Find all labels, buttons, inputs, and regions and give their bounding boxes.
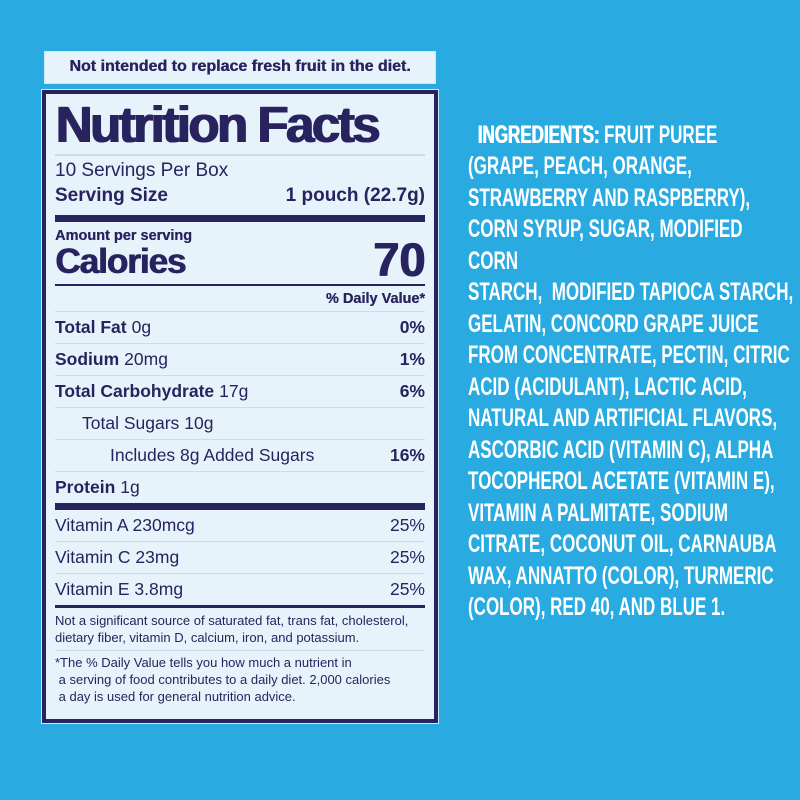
nutrient-name: Total Carbohydrate 17g — [55, 381, 249, 401]
vitamin-name: Vitamin A 230mcg — [55, 515, 195, 535]
daily-value-footnote: *The % Daily Value tells you how much a … — [55, 654, 391, 705]
vitamin-dv: 25% — [389, 547, 425, 567]
nutrition-facts-title: Nutrition Facts — [55, 96, 380, 153]
medium-divider — [55, 605, 425, 608]
vitamin-dv: 25% — [389, 579, 425, 599]
calories-value: 70 — [372, 233, 425, 286]
table-row-total-carbohydrate: Total Carbohydrate 17g 6% — [55, 375, 425, 407]
thick-divider-vitamins — [55, 503, 425, 510]
not-significant-note: Not a significant source of saturated fa… — [55, 613, 409, 646]
nutrition-facts-panel: Nutrition Facts 10 Servings Per Box Serv… — [41, 89, 439, 724]
title-divider — [55, 154, 425, 156]
serving-size-row: Serving Size 1 pouch (22.7g) — [55, 184, 425, 207]
thick-divider-top — [55, 215, 425, 222]
vitamin-name: Vitamin E 3.8mg — [55, 579, 184, 599]
footnote-divider — [55, 649, 425, 651]
vitamin-name: Vitamin C 23mg — [55, 547, 180, 567]
table-row-total-fat: Total Fat 0g 0% — [55, 311, 425, 343]
nutrient-dv: 6% — [399, 381, 425, 401]
calories-left: Amount per serving Calories — [55, 228, 192, 281]
ingredients-text: FRUIT PUREE (GRAPE, PEACH, ORANGE, STRAW… — [468, 120, 794, 622]
amount-per-serving-label: Amount per serving — [55, 228, 192, 244]
calories-block: Amount per serving Calories 70 — [55, 222, 425, 284]
fresh-fruit-disclaimer-banner: Not intended to replace fresh fruit in t… — [44, 51, 436, 84]
table-row-vitamin-e: Vitamin E 3.8mg 25% — [55, 573, 425, 605]
nutrient-dv: 1% — [399, 349, 425, 369]
serving-size-value: 1 pouch (22.7g) — [285, 185, 425, 206]
nutrient-name: Sodium 20mg — [55, 349, 168, 369]
nutrient-name: Total Sugars 10g — [82, 413, 214, 433]
servings-per-box: 10 Servings Per Box — [55, 160, 229, 181]
disclaimer-text: Not intended to replace fresh fruit in t… — [69, 58, 411, 75]
nutrient-name: Includes 8g Added Sugars — [110, 445, 315, 465]
table-row-protein: Protein 1g — [55, 471, 425, 503]
calories-label: Calories — [55, 242, 186, 281]
table-row-vitamin-c: Vitamin C 23mg 25% — [55, 541, 425, 573]
table-row-vitamin-a: Vitamin A 230mcg 25% — [55, 510, 425, 541]
nutrient-name: Total Fat 0g — [55, 317, 152, 337]
daily-value-header: % Daily Value* — [325, 291, 425, 307]
serving-size-label: Serving Size — [55, 185, 168, 206]
ingredients-heading: INGREDIENTS: — [477, 120, 600, 149]
table-row-sodium: Sodium 20mg 1% — [55, 343, 425, 375]
table-row-total-sugars: Total Sugars 10g — [55, 407, 425, 439]
calories-divider — [55, 284, 425, 286]
ingredients-list: INGREDIENTS: FRUIT PUREE (GRAPE, PEACH, … — [468, 88, 794, 624]
nutrient-dv: 16% — [389, 445, 425, 465]
nutrient-dv: 0% — [399, 317, 425, 337]
nutrient-name: Protein 1g — [55, 477, 140, 497]
vitamin-dv: 25% — [389, 515, 425, 535]
table-row-added-sugars: Includes 8g Added Sugars 16% — [55, 439, 425, 471]
